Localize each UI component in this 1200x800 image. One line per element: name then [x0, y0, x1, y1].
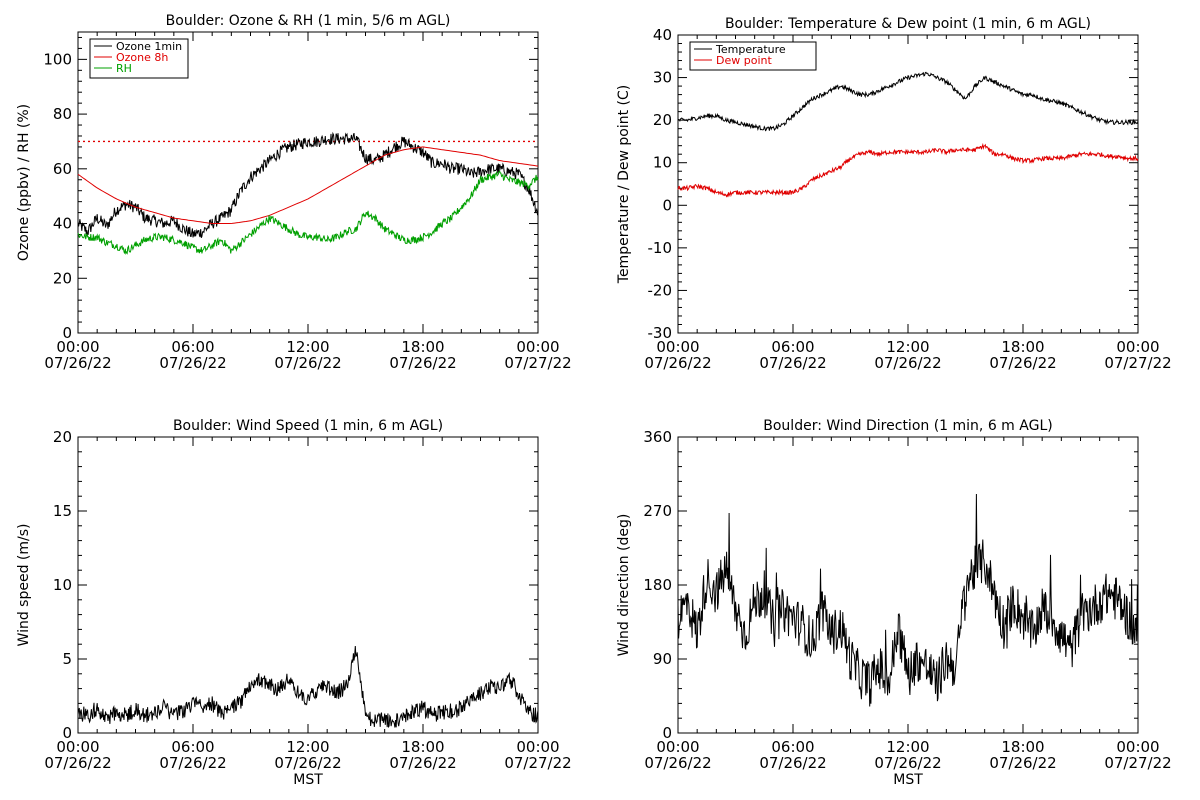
wdir-ytick-label: 180 — [643, 576, 672, 594]
wspd-xtick-time: 00:00 — [516, 738, 559, 756]
ozone-ytick-label: 40 — [53, 215, 72, 233]
wdir-xtick-time: 12:00 — [886, 738, 929, 756]
ozone-series-rh — [77, 170, 539, 256]
wdir-ytick-label: 360 — [643, 428, 672, 446]
ozone-series-ozone-8h — [77, 146, 539, 224]
ozone-title: Boulder: Ozone & RH (1 min, 5/6 m AGL) — [166, 13, 451, 29]
wdir-xtick-date: 07/26/22 — [989, 754, 1056, 772]
wspd-xtick-date: 07/26/22 — [44, 754, 111, 772]
ozone-series-ozone-1min — [77, 131, 539, 238]
wspd-xtick-time: 18:00 — [401, 738, 444, 756]
temp-xtick-date: 07/26/22 — [989, 354, 1056, 372]
wspd-xtick-date: 07/26/22 — [389, 754, 456, 772]
ozone-ytick-label: 80 — [53, 105, 72, 123]
wspd-ytick-label: 0 — [62, 724, 72, 742]
wdir-plot-frame — [677, 436, 1139, 734]
temp-xtick-time: 00:00 — [1116, 338, 1159, 356]
temp-series-dew-point — [677, 142, 1139, 198]
wspd-series-line — [77, 645, 539, 729]
wspd-title: Boulder: Wind Speed (1 min, 6 m AGL) — [173, 418, 443, 434]
wdir-xlabel: MST — [893, 772, 923, 788]
wdir-xtick-date: 07/26/22 — [759, 754, 826, 772]
ozone-xtick-date: 07/27/22 — [504, 354, 571, 372]
wspd-ytick-label: 10 — [53, 576, 72, 594]
wspd-xtick-date: 07/27/22 — [504, 754, 571, 772]
ozone-xtick-time: 00:00 — [56, 338, 99, 356]
temp-xtick-date: 07/26/22 — [759, 354, 826, 372]
wdir-xtick-time: 06:00 — [771, 738, 814, 756]
wdir-series-line — [677, 493, 1139, 707]
ozone-ylabel: Ozone (ppbv) / RH (%) — [16, 104, 32, 261]
wspd-ylabel: Wind speed (m/s) — [16, 524, 32, 647]
wspd-ytick-label: 20 — [53, 428, 72, 446]
ozone-xtick-date: 07/26/22 — [159, 354, 226, 372]
temp-xtick-date: 07/26/22 — [644, 354, 711, 372]
temp-ylabel: Temperature / Dew point (C) — [616, 85, 632, 284]
wdir-xtick-date: 07/27/22 — [1104, 754, 1171, 772]
temp-ytick-label: -10 — [648, 239, 673, 257]
wspd-xtick-date: 07/26/22 — [159, 754, 226, 772]
temp-legend — [689, 41, 817, 71]
temp-plot-frame — [677, 34, 1139, 334]
wspd-xtick-time: 06:00 — [171, 738, 214, 756]
temp-xtick-time: 18:00 — [1001, 338, 1044, 356]
temp-ytick-label: -30 — [648, 324, 673, 342]
ozone-ytick-label: 100 — [43, 50, 72, 68]
wspd-plot-frame — [77, 436, 539, 734]
ozone-xtick-date: 07/26/22 — [389, 354, 456, 372]
temp-title: Boulder: Temperature & Dew point (1 min,… — [725, 16, 1091, 32]
ozone-ytick-label: 20 — [53, 269, 72, 287]
ozone-legend-label: RH — [116, 62, 132, 75]
wspd-xlabel: MST — [293, 772, 323, 788]
temp-xtick-time: 06:00 — [771, 338, 814, 356]
wdir-xtick-time: 00:00 — [656, 738, 699, 756]
ozone-xtick-time: 00:00 — [516, 338, 559, 356]
ozone-xtick-time: 18:00 — [401, 338, 444, 356]
wdir-xtick-time: 18:00 — [1001, 738, 1044, 756]
temp-ytick-label: 10 — [653, 154, 672, 172]
wspd-xtick-date: 07/26/22 — [274, 754, 341, 772]
temp-xtick-date: 07/26/22 — [874, 354, 941, 372]
temp-series-temperature — [677, 71, 1139, 132]
ozone-xtick-time: 06:00 — [171, 338, 214, 356]
wspd-ytick-label: 15 — [53, 502, 72, 520]
temp-ytick-label: 30 — [653, 69, 672, 87]
wspd-xtick-time: 12:00 — [286, 738, 329, 756]
wdir-ytick-label: 0 — [662, 724, 672, 742]
ozone-xtick-date: 07/26/22 — [44, 354, 111, 372]
wdir-xtick-time: 00:00 — [1116, 738, 1159, 756]
wdir-ylabel: Wind direction (deg) — [616, 514, 632, 657]
temp-legend-label: Dew point — [716, 54, 772, 67]
ozone-ytick-label: 60 — [53, 160, 72, 178]
ozone-legend-label: Ozone 1min — [116, 40, 182, 53]
temp-ytick-label: -20 — [648, 281, 673, 299]
temp-ytick-label: 40 — [653, 26, 672, 44]
temp-legend-label: Temperature — [715, 43, 786, 56]
temp-xtick-time: 12:00 — [886, 338, 929, 356]
wspd-ytick-label: 5 — [62, 650, 72, 668]
wdir-ytick-label: 90 — [653, 650, 672, 668]
ozone-xtick-time: 12:00 — [286, 338, 329, 356]
ozone-legend-label: Ozone 8h — [116, 51, 168, 64]
wdir-xtick-date: 07/26/22 — [874, 754, 941, 772]
wdir-title: Boulder: Wind Direction (1 min, 6 m AGL) — [763, 418, 1052, 434]
temp-ytick-label: 0 — [662, 196, 672, 214]
wdir-ytick-label: 270 — [643, 502, 672, 520]
temp-ytick-label: 20 — [653, 111, 672, 129]
ozone-xtick-date: 07/26/22 — [274, 354, 341, 372]
temp-xtick-time: 00:00 — [656, 338, 699, 356]
temp-xtick-date: 07/27/22 — [1104, 354, 1171, 372]
wspd-xtick-time: 00:00 — [56, 738, 99, 756]
wdir-xtick-date: 07/26/22 — [644, 754, 711, 772]
ozone-ytick-label: 0 — [62, 324, 72, 342]
